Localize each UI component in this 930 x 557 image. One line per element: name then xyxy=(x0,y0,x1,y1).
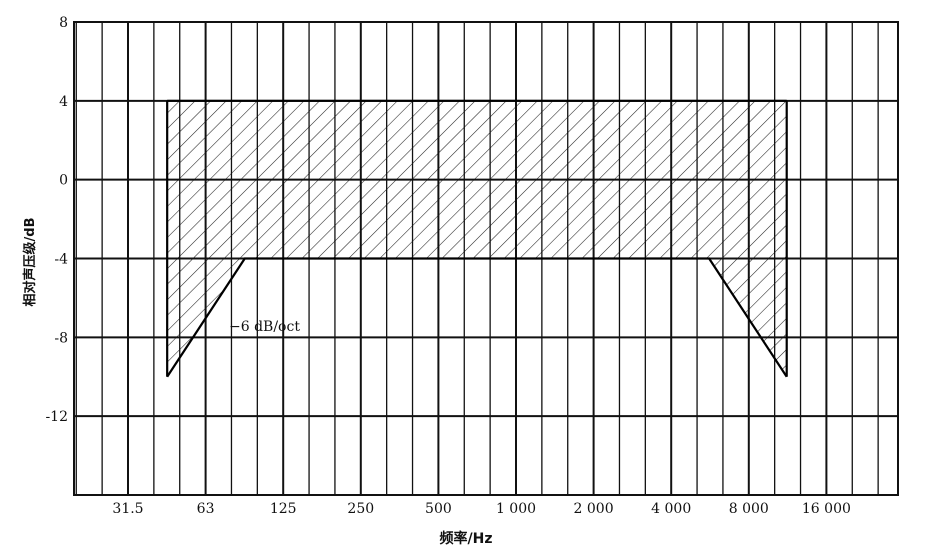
x-tick-label: 16 000 xyxy=(802,501,851,517)
y-tick-label: -4 xyxy=(54,252,68,268)
x-tick-label: 1 000 xyxy=(496,501,536,517)
tolerance-band-fill xyxy=(167,100,787,377)
y-tick-label: -8 xyxy=(54,330,68,346)
y-tick-label: -12 xyxy=(45,409,68,425)
x-tick-label: 500 xyxy=(425,501,452,517)
x-tick-label: 8 000 xyxy=(729,501,769,517)
x-tick-label: 63 xyxy=(197,501,215,517)
y-tick-label: 4 xyxy=(59,94,68,110)
slope-annotation: −6 dB/oct xyxy=(229,319,300,335)
x-tick-label: 125 xyxy=(270,501,297,517)
x-tick-label: 2 000 xyxy=(574,501,614,517)
y-tick-label: 0 xyxy=(59,173,68,189)
x-tick-label: 4 000 xyxy=(651,501,691,517)
y-tick-label: 8 xyxy=(59,15,68,31)
y-axis-label: 相对声压级/dB xyxy=(22,218,38,307)
lower-tolerance-line xyxy=(166,257,788,378)
x-tick-label: 250 xyxy=(347,501,374,517)
x-axis-label: 频率/Hz xyxy=(440,530,493,547)
x-tick-label: 31.5 xyxy=(112,501,143,517)
